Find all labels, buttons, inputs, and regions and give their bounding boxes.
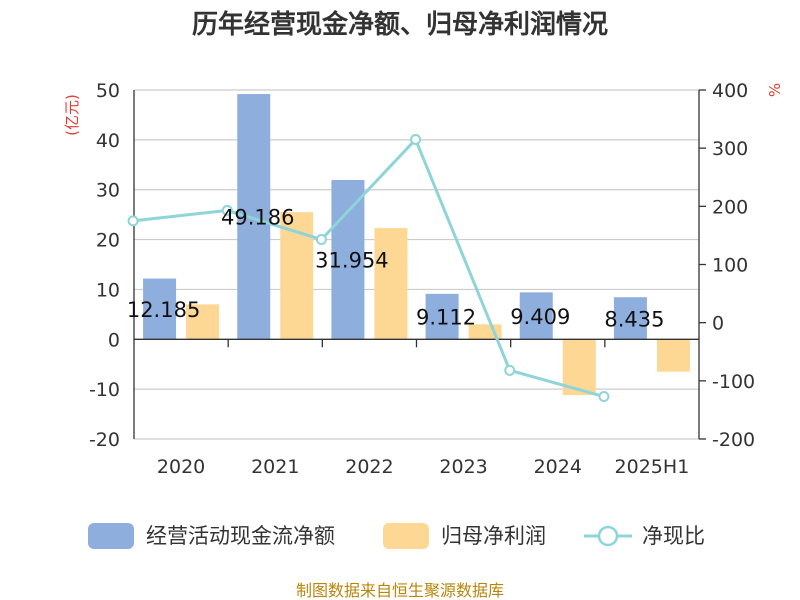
bar-cashflow bbox=[143, 278, 177, 340]
chart-title: 历年经营现金净额、归母净利润情况 bbox=[192, 9, 608, 40]
right-tick-label: 400 bbox=[712, 80, 748, 102]
ratio-point bbox=[315, 233, 327, 245]
bar-value-label: 31.954 bbox=[315, 249, 388, 273]
left-tick-label: 0 bbox=[108, 329, 120, 351]
bar-net-profit bbox=[374, 228, 408, 340]
bar-value-label: 8.435 bbox=[604, 307, 664, 331]
bar-cashflow bbox=[519, 292, 553, 340]
legend-swatch-ratio-marker bbox=[597, 525, 619, 547]
ratio-line-path bbox=[132, 136, 605, 398]
bar-net-profit bbox=[186, 304, 220, 340]
bar-cashflow bbox=[331, 179, 365, 340]
x-tick-label: 2021 bbox=[251, 456, 299, 478]
right-tick-label: 100 bbox=[712, 255, 748, 277]
bar-cashflow bbox=[425, 293, 459, 340]
legend-label-cashflow: 经营活动现金流净额 bbox=[146, 524, 335, 548]
bars bbox=[143, 94, 690, 396]
bar-value-label: 9.409 bbox=[510, 305, 570, 329]
axes: -20-1001020304050-200-100010020030040020… bbox=[89, 80, 755, 478]
left-tick-label: 20 bbox=[96, 230, 120, 252]
left-tick-label: -10 bbox=[89, 379, 120, 401]
ratio-point bbox=[221, 204, 233, 216]
right-tick-label: 300 bbox=[712, 138, 748, 160]
legend-label-net-profit: 归母净利润 bbox=[441, 524, 546, 548]
x-tick-label: 2025H1 bbox=[615, 456, 690, 478]
x-tick-label: 2023 bbox=[439, 456, 487, 478]
ratio-point bbox=[504, 364, 516, 376]
ratio-line bbox=[127, 133, 610, 403]
right-tick-label: -200 bbox=[712, 429, 755, 451]
left-tick-label: 30 bbox=[96, 180, 120, 202]
bar-cashflow bbox=[613, 297, 647, 340]
legend-label-ratio: 净现比 bbox=[642, 524, 705, 548]
x-tick-label: 2024 bbox=[534, 456, 582, 478]
legend-swatch-net-profit bbox=[383, 523, 429, 549]
bar-value-label: 12.185 bbox=[127, 298, 200, 322]
ratio-point bbox=[598, 391, 610, 403]
ratio-point bbox=[127, 215, 139, 227]
legend-swatch-cashflow bbox=[88, 523, 134, 549]
data-labels: 12.185 49.186 31.954 9.112 9.409 8.435 bbox=[127, 206, 665, 332]
bar-value-label: 9.112 bbox=[416, 306, 476, 330]
bar-value-label: 49.186 bbox=[221, 206, 294, 230]
right-tick-label: 200 bbox=[712, 196, 748, 218]
x-tick-label: 2020 bbox=[157, 456, 205, 478]
source-note: 制图数据来自恒生聚源数据库 bbox=[296, 581, 504, 600]
legend: 经营活动现金流净额 归母净利润 净现比 bbox=[88, 523, 705, 549]
bar-net-profit bbox=[656, 339, 690, 372]
ratio-point bbox=[410, 133, 422, 145]
left-tick-label: 50 bbox=[96, 80, 120, 102]
right-axis-unit: % bbox=[766, 83, 784, 97]
left-axis-unit: (亿元) bbox=[63, 94, 81, 136]
left-tick-label: 10 bbox=[96, 279, 120, 301]
right-tick-label: -100 bbox=[712, 371, 755, 393]
x-tick-label: 2022 bbox=[345, 456, 393, 478]
left-tick-label: -20 bbox=[89, 429, 120, 451]
right-tick-label: 0 bbox=[712, 313, 724, 335]
left-tick-label: 40 bbox=[96, 130, 120, 152]
